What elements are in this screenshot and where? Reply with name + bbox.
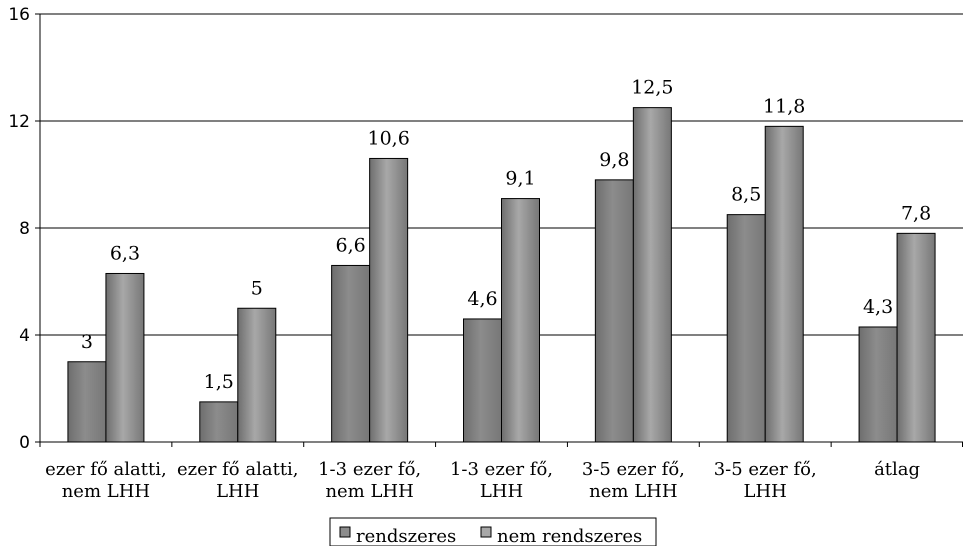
bar-nem-rendszeres-1 <box>237 307 277 443</box>
category-label-line: nem LHH <box>62 481 150 502</box>
y-tick-label-0: 0 <box>19 433 30 453</box>
data-label-1-0: 6,3 <box>110 242 140 264</box>
legend-label-1: nem rendszeres <box>497 526 642 546</box>
bar-rendszeres-1 <box>199 401 239 443</box>
bar-nem-rendszeres-3 <box>501 198 540 443</box>
category-label-line: ezer fő alatti, <box>177 459 299 480</box>
data-label-1-1: 5 <box>251 277 263 299</box>
data-label-0-5: 8,5 <box>731 184 761 206</box>
data-label-0-1: 1,5 <box>204 371 234 393</box>
bar-nem-rendszeres-5 <box>764 125 804 443</box>
data-label-1-4: 12,5 <box>631 77 673 99</box>
category-label-4: 3-5 ezer fő, nem LHH <box>582 459 685 502</box>
legend-swatch-0 <box>339 526 351 538</box>
data-label-0-6: 4,3 <box>863 296 893 318</box>
category-label-line: ezer fő alatti, <box>45 459 167 480</box>
category-label-line: LHH <box>744 481 787 502</box>
bar-nem-rendszeres-2 <box>369 157 409 443</box>
data-label-1-2: 10,6 <box>367 127 409 149</box>
legend-label-0: rendszeres <box>356 526 456 546</box>
bar-rendszeres-0 <box>67 361 107 443</box>
bar-nem-rendszeres-6 <box>896 232 936 443</box>
category-label-5: 3-5 ezer fő, LHH <box>714 459 817 502</box>
category-label-3: 1-3 ezer fő, LHH <box>450 459 553 502</box>
data-labels: 3 1,5 6,6 4,6 9,8 8,5 4,3 6,3 5 10,6 9,1 12,5 11,8 7,… <box>81 77 931 393</box>
y-tick-label-12: 12 <box>8 112 30 132</box>
data-label-0-0: 3 <box>81 331 93 353</box>
bar-rendszeres-5 <box>726 214 766 443</box>
data-label-0-2: 6,6 <box>336 234 366 256</box>
legend-box <box>329 517 657 546</box>
bar-rendszeres-4 <box>594 179 634 443</box>
bar-nem-rendszeres-0 <box>105 272 145 443</box>
bar-nem-rendszeres-4 <box>632 107 672 443</box>
category-label-6: átlag <box>874 459 920 480</box>
y-tick-label-8: 8 <box>19 219 30 239</box>
bar-rendszeres-2 <box>331 264 371 443</box>
bars <box>67 107 936 443</box>
category-label-line: 1-3 ezer fő, <box>318 459 421 480</box>
y-tick-label-4: 4 <box>19 326 30 346</box>
category-label-line: LHH <box>480 481 523 502</box>
category-label-line: 3-5 ezer fő, <box>714 459 817 480</box>
category-label-2: 1-3 ezer fő, nem LHH <box>318 459 421 502</box>
category-label-line: LHH <box>216 481 259 502</box>
category-label-line: átlag <box>874 459 920 480</box>
category-label-line: 3-5 ezer fő, <box>582 459 685 480</box>
legend-swatch-1 <box>480 526 492 538</box>
category-label-1: ezer fő alatti, LHH <box>177 459 299 502</box>
bar-rendszeres-3 <box>463 318 502 443</box>
y-axis-ticks: 0 4 8 12 16 <box>8 5 40 453</box>
category-label-line: nem LHH <box>589 481 677 502</box>
category-label-line: nem LHH <box>325 481 413 502</box>
bar-rendszeres-6 <box>858 326 898 443</box>
axes <box>39 14 963 447</box>
legend: rendszeres nem rendszeres <box>329 517 657 546</box>
category-label-0: ezer fő alatti, nem LHH <box>45 459 167 502</box>
y-tick-label-16: 16 <box>8 5 30 25</box>
data-label-0-4: 9,8 <box>599 149 629 171</box>
data-label-1-5: 11,8 <box>763 95 805 117</box>
data-label-0-3: 4,6 <box>467 288 497 310</box>
data-label-1-6: 7,8 <box>901 202 931 224</box>
category-label-line: 1-3 ezer fő, <box>450 459 553 480</box>
data-label-1-3: 9,1 <box>505 168 535 190</box>
